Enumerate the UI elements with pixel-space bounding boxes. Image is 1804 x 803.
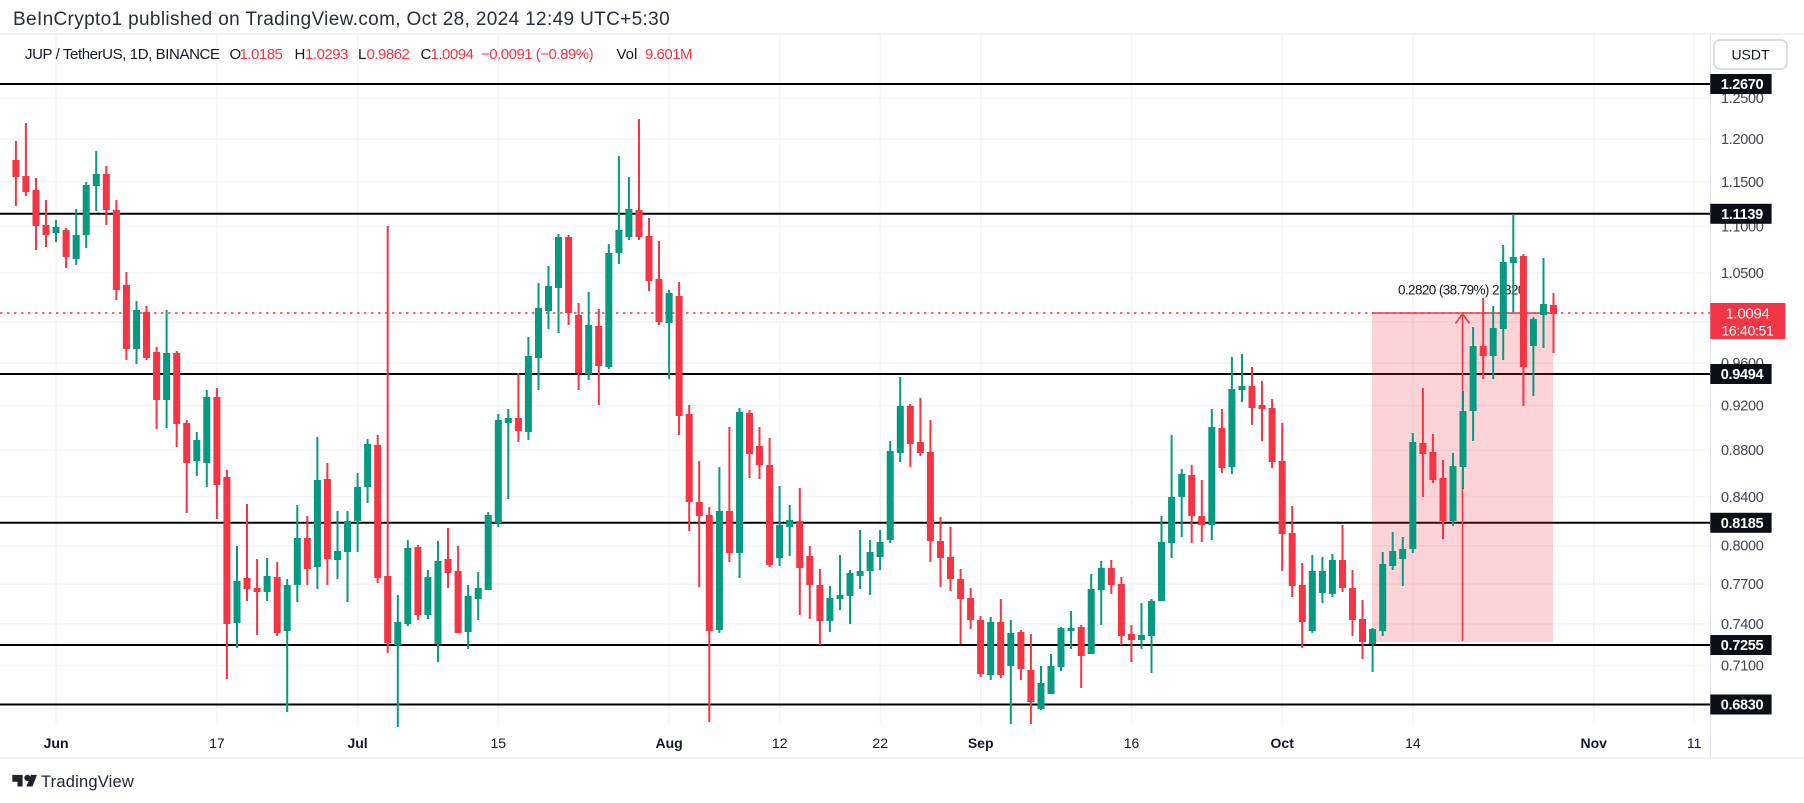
svg-text:0.7100: 0.7100	[1721, 658, 1764, 674]
svg-text:0.8185: 0.8185	[1721, 516, 1764, 532]
svg-text:1.2670: 1.2670	[1721, 77, 1764, 93]
svg-text:12: 12	[772, 735, 788, 751]
svg-text:Vol: Vol	[617, 46, 638, 63]
svg-text:L: L	[358, 46, 366, 63]
svg-text:0.8400: 0.8400	[1721, 490, 1764, 506]
svg-text:1.2000: 1.2000	[1721, 132, 1764, 148]
svg-text:1.1500: 1.1500	[1721, 175, 1764, 191]
svg-text:0.7700: 0.7700	[1721, 577, 1764, 593]
svg-text:9.601M: 9.601M	[645, 46, 692, 63]
svg-text:0.8000: 0.8000	[1721, 539, 1764, 555]
svg-text:0.7400: 0.7400	[1721, 617, 1764, 633]
svg-text:1.0293: 1.0293	[305, 46, 348, 63]
svg-text:BeInCrypto1 published on Tradi: BeInCrypto1 published on TradingView.com…	[13, 9, 670, 30]
svg-text:1.0500: 1.0500	[1721, 266, 1764, 282]
svg-text:11: 11	[1687, 735, 1702, 751]
svg-text:−0.0091 (−0.89%): −0.0091 (−0.89%)	[481, 46, 594, 63]
svg-text:H: H	[295, 46, 306, 63]
svg-text:USDT: USDT	[1731, 47, 1770, 63]
svg-text:0.6830: 0.6830	[1721, 698, 1764, 714]
svg-text:JUP / TetherUS, 1D, BINANCE: JUP / TetherUS, 1D, BINANCE	[25, 46, 220, 63]
svg-text:22: 22	[872, 735, 888, 751]
svg-text:16:40:51: 16:40:51	[1721, 322, 1774, 338]
svg-text:16: 16	[1124, 735, 1140, 751]
svg-text:1.2500: 1.2500	[1721, 91, 1764, 107]
svg-text:0.8800: 0.8800	[1721, 443, 1764, 459]
svg-text:0.2820 (38.79%) 2: 0.2820 (38.79%) 2	[1398, 283, 1499, 298]
svg-text:Nov: Nov	[1580, 735, 1607, 751]
svg-text:0.7255: 0.7255	[1721, 638, 1764, 654]
svg-text:Oct: Oct	[1271, 735, 1295, 751]
svg-text:1.0094: 1.0094	[1725, 305, 1769, 322]
svg-text:Jun: Jun	[44, 735, 69, 751]
svg-text:0.9862: 0.9862	[367, 46, 410, 63]
svg-text:Sep: Sep	[968, 735, 994, 751]
svg-text:1.0094: 1.0094	[431, 46, 474, 63]
svg-text:14: 14	[1405, 735, 1421, 751]
svg-text:TradingView: TradingView	[41, 773, 134, 791]
svg-text:O: O	[230, 46, 242, 63]
svg-text:1.0185: 1.0185	[240, 46, 283, 63]
svg-text:17: 17	[209, 735, 225, 751]
svg-text:Jul: Jul	[347, 735, 367, 751]
svg-text:Aug: Aug	[655, 735, 682, 751]
svg-text:C: C	[421, 46, 432, 63]
svg-text:0.9494: 0.9494	[1721, 367, 1764, 383]
svg-text:15: 15	[491, 735, 507, 751]
svg-text:1.1139: 1.1139	[1721, 207, 1763, 223]
svg-text:0.9200: 0.9200	[1721, 399, 1764, 415]
